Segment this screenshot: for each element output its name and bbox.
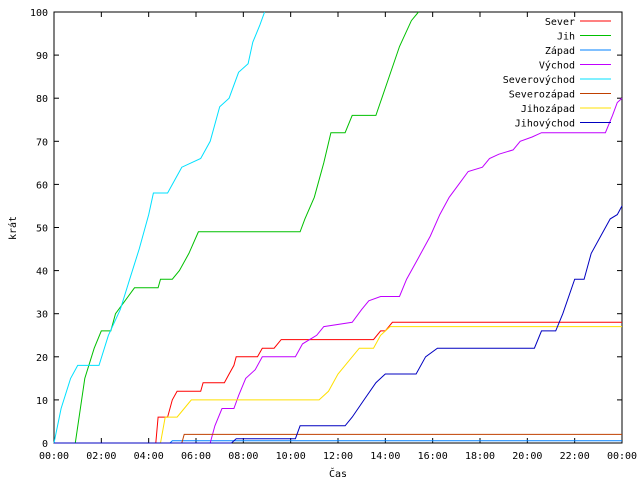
x-tick-label: 02:00 [86,451,116,462]
y-tick-label: 50 [36,224,48,235]
y-tick-label: 80 [36,94,48,105]
x-tick-label: 00:00 [39,451,69,462]
legend-label-jihozapad: Jihozápad [521,103,575,115]
legend-label-severozapad: Severozápad [509,89,575,101]
x-axis-ticks: 00:00 02:00 04:00 06:00 08:00 10:00 12:00 14:00… [39,12,637,462]
y-axis-ticks: 0 10 20 30 40 50 60 70 80 90 100 [30,8,622,450]
x-tick-label: 04:00 [134,451,164,462]
y-tick-label: 10 [36,396,48,407]
y-tick-label: 40 [36,267,48,278]
x-tick-label: 14:00 [370,451,400,462]
legend-label-sever: Sever [545,17,575,28]
y-tick-label: 20 [36,353,48,364]
x-tick-label: 20:00 [512,451,542,462]
series-line-jihozapad [54,326,622,444]
legend-label-zapad: Západ [545,45,575,57]
legend-label-vychod: Východ [539,60,575,72]
legend: Sever Jih Západ Východ Severovýchod Severozáp… [503,17,611,130]
x-tick-label: 18:00 [465,451,495,462]
x-tick-label: 22:00 [560,451,590,462]
x-tick-label: 12:00 [323,451,353,462]
legend-label-jihovychod: Jihovýchod [515,118,575,130]
series-line-vychod [54,97,623,444]
legend-label-severovychod: Severovýchod [503,74,575,86]
series-lines [53,11,623,444]
x-tick-label: 16:00 [418,451,448,462]
y-tick-label: 100 [30,8,48,19]
series-line-sever [54,321,622,444]
y-tick-label: 0 [42,439,48,450]
y-tick-label: 90 [36,51,48,62]
x-tick-label: 10:00 [276,451,306,462]
x-tick-label: 08:00 [228,451,258,462]
y-tick-label: 30 [36,310,48,321]
y-axis-label: krát [7,216,19,240]
series-line-jih [54,11,419,444]
series-line-severovychod [53,11,266,444]
x-axis-label: Čas [329,467,347,480]
series-line-jihovychod [54,205,623,444]
y-tick-label: 60 [36,180,48,191]
legend-label-jih: Jih [557,32,575,43]
x-tick-label: 00:00 [607,451,637,462]
x-tick-label: 06:00 [181,451,211,462]
y-tick-label: 70 [36,137,48,148]
